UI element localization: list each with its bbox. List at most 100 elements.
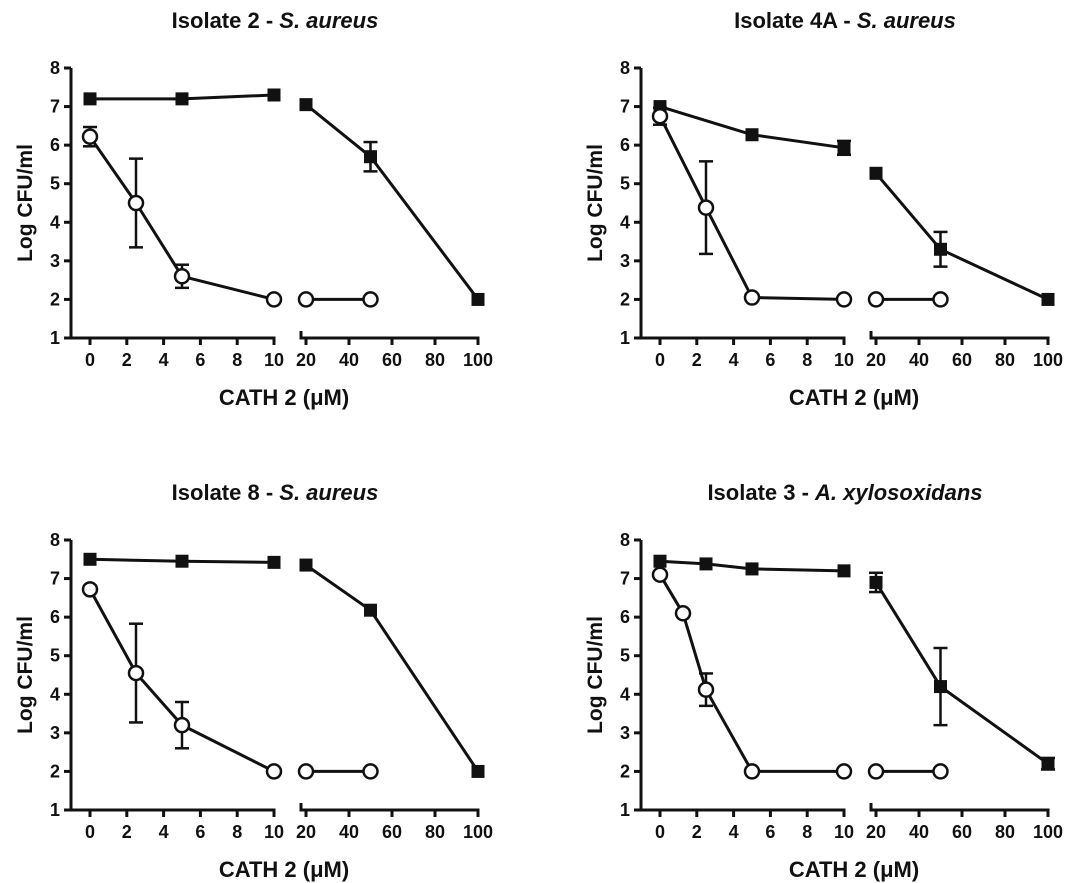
x-tick-label: 100: [463, 822, 493, 842]
data-point-square: [175, 554, 189, 568]
x-tick-label: 0: [85, 350, 95, 370]
x-tick-label: 80: [425, 350, 445, 370]
x-tick-label: 8: [802, 822, 812, 842]
x-tick-label: 0: [655, 822, 665, 842]
x-tick-label: 4: [159, 822, 169, 842]
data-point-circle: [674, 605, 692, 622]
y-tick-label: 7: [50, 569, 60, 589]
y-tick-label: 3: [50, 723, 60, 743]
x-tick-label: 4: [729, 350, 739, 370]
y-axis-label: Log CFU/ml: [584, 616, 607, 734]
x-tick-label: 10: [264, 822, 284, 842]
chart-panel-3: Isolate 8 - S. aureus 1 2 3 4 5 6 7 8 Log CFU/ml 0…: [14, 480, 493, 882]
chart-title: Isolate 8 - S. aureus: [172, 480, 379, 505]
chart-title-species: S. aureus: [279, 480, 378, 505]
y-tick-label: 6: [620, 607, 630, 627]
series-line-open-circle: [88, 135, 275, 301]
x-tick-label: 4: [729, 822, 739, 842]
data-point-square: [364, 150, 377, 164]
y-tick-label: 1: [50, 800, 60, 820]
x-tick-label: 100: [1033, 822, 1063, 842]
series-line-filled-square: [874, 581, 1049, 765]
x-tick-label: 100: [463, 350, 493, 370]
x-tick-label: 60: [382, 822, 402, 842]
chart-title-text: Isolate 8 -: [172, 480, 280, 505]
x-tick-label: 20: [866, 350, 886, 370]
y-tick-label: 6: [50, 135, 60, 155]
chart-title: Isolate 2 - S. aureus: [172, 8, 379, 33]
chart-title-species: A. xylosoxidans: [814, 480, 983, 505]
x-tick-label: 0: [655, 350, 665, 370]
data-point-square: [653, 554, 667, 568]
y-tick-label: 8: [620, 530, 630, 550]
x-tick-label: 8: [232, 350, 242, 370]
x-tick-label: 80: [995, 350, 1015, 370]
data-point-square: [267, 88, 281, 102]
y-tick-label: 2: [50, 761, 60, 781]
series-line-open-circle: [658, 115, 845, 301]
data-point-square: [869, 166, 883, 180]
x-axis-label: CATH 2 (μM): [789, 857, 919, 882]
x-tick-label: 2: [692, 350, 702, 370]
chart-title: Isolate 4A - S. aureus: [734, 8, 956, 33]
data-point-square: [745, 562, 759, 576]
x-tick-label: 20: [866, 822, 886, 842]
series-line-filled-square: [659, 559, 845, 573]
y-tick-label: 2: [620, 761, 630, 781]
data-point-square: [471, 292, 485, 306]
data-point-circle: [835, 291, 853, 308]
data-point-circle: [81, 128, 99, 145]
y-tick-label: 7: [50, 97, 60, 117]
data-point-square: [837, 141, 851, 155]
data-point-circle: [932, 763, 949, 780]
x-axis-label: CATH 2 (μM): [789, 385, 919, 410]
x-tick-label: 60: [382, 350, 402, 370]
data-point-circle: [651, 566, 669, 583]
data-point-circle: [297, 291, 315, 308]
data-point-circle: [743, 289, 761, 306]
chart-title-text: Isolate 2 -: [172, 8, 280, 33]
data-point-square: [267, 555, 281, 569]
data-point-circle: [127, 194, 145, 212]
y-axis-label: Log CFU/ml: [14, 144, 37, 262]
x-tick-label: 40: [339, 822, 359, 842]
y-tick-label: 1: [620, 328, 630, 348]
y-tick-label: 1: [50, 328, 60, 348]
data-point-circle: [835, 763, 853, 780]
data-point-square: [83, 92, 97, 106]
data-point-circle: [81, 581, 99, 598]
x-tick-label: 6: [195, 350, 205, 370]
data-point-square: [934, 242, 947, 256]
chart-title-text: Isolate 4A -: [734, 8, 857, 33]
y-tick-label: 7: [620, 97, 630, 117]
y-axis-label: Log CFU/ml: [584, 144, 607, 262]
series-line-open-circle: [88, 588, 275, 773]
y-tick-label: 7: [620, 569, 630, 589]
chart-title: Isolate 3 - A. xylosoxidans: [707, 480, 982, 505]
x-tick-label: 10: [834, 822, 854, 842]
x-tick-label: 10: [264, 350, 284, 370]
x-tick-label: 60: [952, 822, 972, 842]
x-tick-label: 20: [296, 822, 316, 842]
x-tick-label: 2: [692, 822, 702, 842]
data-point-circle: [697, 199, 715, 216]
chart-title-text: Isolate 3 -: [707, 480, 815, 505]
x-tick-label: 60: [952, 350, 972, 370]
data-point-circle: [867, 291, 885, 308]
x-tick-label: 8: [802, 350, 812, 370]
y-tick-label: 3: [620, 251, 630, 271]
data-point-circle: [697, 681, 715, 698]
series-line-filled-square: [874, 172, 1049, 301]
data-point-circle: [867, 763, 885, 780]
y-tick-label: 8: [620, 58, 630, 78]
y-tick-label: 5: [620, 174, 630, 194]
x-tick-label: 8: [232, 822, 242, 842]
data-point-square: [299, 558, 313, 572]
series-line-filled-square: [305, 103, 480, 301]
data-point-square: [364, 603, 377, 617]
y-tick-label: 4: [50, 212, 60, 232]
data-point-square: [869, 575, 883, 589]
data-point-circle: [297, 763, 315, 780]
y-tick-label: 4: [620, 684, 630, 704]
